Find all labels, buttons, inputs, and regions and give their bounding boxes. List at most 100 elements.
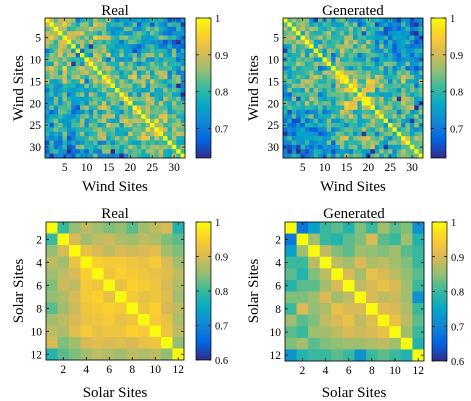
heatmap-cell bbox=[49, 61, 55, 67]
heatmap-cell bbox=[409, 31, 415, 36]
heatmap-cell bbox=[110, 101, 116, 106]
heatmap-cell bbox=[115, 66, 120, 71]
heatmap-cell bbox=[119, 92, 125, 98]
y-tick-label: 8 bbox=[36, 303, 42, 315]
heatmap-cell bbox=[374, 88, 380, 93]
heatmap-cell bbox=[103, 348, 116, 361]
heatmap-cell bbox=[163, 44, 168, 50]
heatmap-cell bbox=[357, 109, 363, 115]
heatmap-cell bbox=[158, 26, 164, 32]
heatmap-cell bbox=[283, 109, 288, 115]
heatmap-cell bbox=[342, 314, 355, 327]
heatmap-cell bbox=[123, 66, 129, 71]
heatmap-cell bbox=[296, 245, 309, 258]
heatmap-cell bbox=[348, 83, 354, 89]
heatmap-cell bbox=[115, 144, 120, 150]
heatmap-cell bbox=[154, 48, 160, 54]
heatmap-cell bbox=[167, 74, 173, 80]
heatmap-cell bbox=[180, 88, 186, 93]
heatmap-cell bbox=[128, 83, 133, 89]
heatmap-cell bbox=[331, 39, 336, 45]
heatmap-cell bbox=[418, 140, 424, 146]
heatmap-cell bbox=[379, 92, 385, 98]
heatmap-cell bbox=[339, 109, 345, 115]
heatmap-cell bbox=[171, 144, 177, 150]
heatmap-cell bbox=[361, 149, 367, 155]
heatmap-cell bbox=[119, 88, 125, 93]
heatmap-cell bbox=[366, 140, 371, 146]
heatmap-cell bbox=[283, 83, 288, 89]
heatmap-cell bbox=[357, 44, 363, 50]
heatmap-cell bbox=[379, 127, 385, 133]
heatmap-cell bbox=[287, 61, 293, 67]
heatmap-cell bbox=[405, 22, 411, 28]
heatmap-cell bbox=[389, 233, 402, 246]
heatmap-cell bbox=[66, 136, 72, 141]
heatmap-cell bbox=[154, 39, 160, 45]
heatmap-cell bbox=[291, 39, 297, 45]
heatmap-cell bbox=[57, 245, 70, 257]
heatmap-cell bbox=[389, 245, 402, 258]
heatmap-cell bbox=[304, 39, 310, 45]
heatmap-cell bbox=[80, 222, 93, 234]
heatmap-cell bbox=[296, 127, 301, 133]
heatmap-cell bbox=[414, 83, 420, 89]
heatmap-cell bbox=[115, 325, 127, 338]
heatmap-cell bbox=[119, 96, 125, 102]
heatmap-cell bbox=[366, 114, 371, 120]
heatmap-cell bbox=[418, 131, 424, 137]
heatmap-cell bbox=[300, 44, 306, 50]
heatmap-cell bbox=[353, 96, 358, 102]
heatmap-cell bbox=[318, 153, 323, 159]
heatmap-cell bbox=[128, 35, 133, 41]
heatmap-cell bbox=[106, 149, 112, 155]
heatmap-cell bbox=[46, 279, 58, 292]
heatmap-cell bbox=[171, 48, 177, 54]
heatmap-cell bbox=[180, 53, 186, 58]
heatmap-cell bbox=[158, 131, 164, 137]
heatmap-cell bbox=[171, 131, 177, 137]
heatmap-cell bbox=[318, 131, 323, 137]
heatmap-cell bbox=[62, 83, 68, 89]
heatmap-cell bbox=[71, 44, 77, 50]
heatmap-cell bbox=[119, 57, 125, 63]
heatmap-cell bbox=[313, 57, 319, 63]
heatmap-cell bbox=[335, 44, 341, 50]
heatmap-cell bbox=[366, 70, 371, 76]
heatmap-cell bbox=[383, 70, 389, 76]
heatmap-cell bbox=[353, 22, 358, 28]
heatmap-cell bbox=[331, 131, 336, 137]
heatmap-cell bbox=[92, 279, 104, 292]
heatmap-cell bbox=[322, 88, 328, 93]
x-axis-label: Wind Sites bbox=[82, 179, 148, 195]
heatmap-cell bbox=[62, 131, 68, 137]
heatmap-cell bbox=[84, 44, 90, 50]
heatmap-cell bbox=[154, 31, 160, 36]
heatmap-cell bbox=[392, 39, 398, 45]
heatmap-cell bbox=[119, 114, 125, 120]
heatmap-cell bbox=[401, 114, 406, 120]
heatmap-cell bbox=[66, 153, 72, 159]
heatmap-cell bbox=[106, 92, 112, 98]
heatmap-cell bbox=[93, 74, 98, 80]
heatmap-cell bbox=[150, 123, 155, 128]
heatmap-cell bbox=[167, 39, 173, 45]
heatmap-cell bbox=[115, 256, 127, 269]
heatmap-cell bbox=[374, 79, 380, 85]
heatmap-cell bbox=[283, 44, 288, 50]
heatmap-cell bbox=[80, 92, 85, 98]
heatmap-cell bbox=[132, 109, 138, 115]
heatmap-cell bbox=[75, 153, 81, 159]
heatmap-cell bbox=[326, 92, 332, 98]
heatmap-cell bbox=[101, 18, 107, 23]
heatmap-cell bbox=[326, 88, 332, 93]
heatmap-cell bbox=[405, 74, 411, 80]
heatmap-cell bbox=[150, 83, 155, 89]
heatmap-cell bbox=[370, 31, 376, 36]
heatmap-cell bbox=[344, 83, 350, 89]
heatmap-cell bbox=[313, 123, 319, 128]
heatmap-cell bbox=[291, 74, 297, 80]
heatmap-cell bbox=[71, 39, 77, 45]
heatmap-cells bbox=[45, 18, 186, 159]
heatmap-cell bbox=[379, 109, 385, 115]
